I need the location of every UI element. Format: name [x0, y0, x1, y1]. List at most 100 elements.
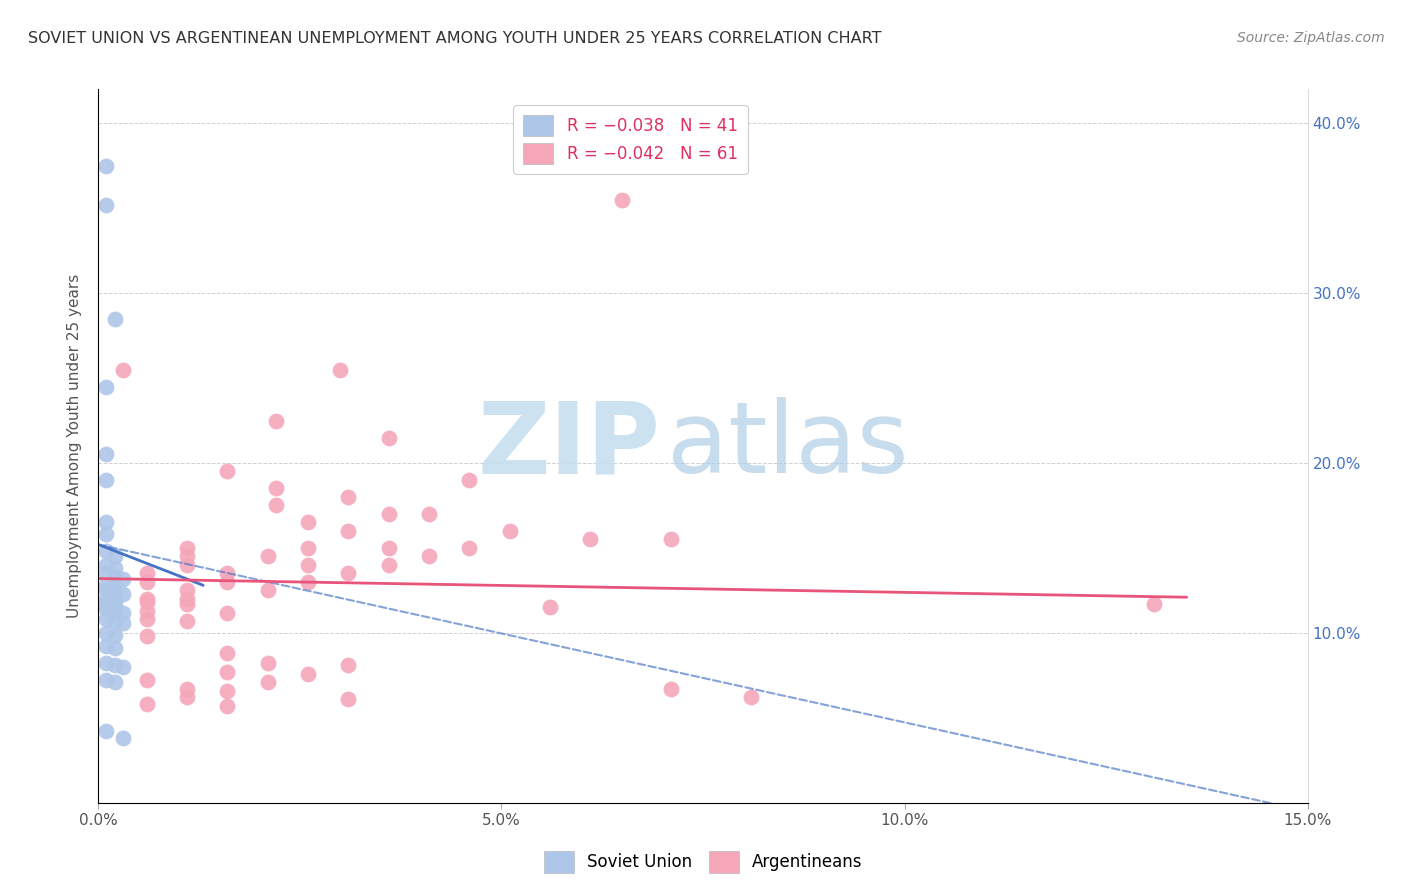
Point: [176, 549, 198, 564]
Point: [217, 574, 239, 589]
Point: [176, 591, 198, 606]
Point: [264, 499, 287, 513]
Point: [337, 566, 360, 581]
Text: Source: ZipAtlas.com: Source: ZipAtlas.com: [1237, 31, 1385, 45]
Point: [377, 558, 399, 572]
Legend: R = −0.038   N = 41, R = −0.042   N = 61: R = −0.038 N = 41, R = −0.042 N = 61: [513, 104, 748, 174]
Point: [217, 665, 239, 679]
Point: [96, 527, 118, 541]
Point: [264, 413, 287, 427]
Point: [103, 549, 125, 564]
Text: SOVIET UNION VS ARGENTINEAN UNEMPLOYMENT AMONG YOUTH UNDER 25 YEARS CORRELATION : SOVIET UNION VS ARGENTINEAN UNEMPLOYMENT…: [28, 31, 882, 46]
Point: [217, 465, 239, 479]
Point: [103, 585, 125, 599]
Point: [96, 159, 118, 173]
Point: [659, 533, 682, 547]
Point: [337, 490, 360, 504]
Point: [135, 673, 157, 688]
Point: [96, 583, 118, 598]
Point: [96, 673, 118, 688]
Point: [337, 692, 360, 706]
Point: [418, 507, 440, 521]
Point: [111, 615, 134, 630]
Point: [96, 602, 118, 616]
Point: [217, 646, 239, 660]
Point: [96, 198, 118, 212]
Point: [377, 541, 399, 555]
Point: [256, 675, 278, 690]
Point: [96, 612, 118, 626]
Y-axis label: Unemployment Among Youth under 25 years: Unemployment Among Youth under 25 years: [67, 274, 83, 618]
Point: [96, 578, 118, 592]
Point: [256, 657, 278, 671]
Point: [103, 614, 125, 628]
Point: [297, 541, 319, 555]
Point: [377, 430, 399, 444]
Point: [329, 362, 352, 376]
Point: [96, 558, 118, 572]
Point: [264, 482, 287, 496]
Point: [612, 193, 634, 207]
Point: [135, 629, 157, 643]
Point: [297, 574, 319, 589]
Point: [111, 731, 134, 746]
Point: [176, 583, 198, 598]
Point: [176, 541, 198, 555]
Point: [538, 600, 561, 615]
Point: [96, 379, 118, 393]
Point: [458, 541, 481, 555]
Point: [135, 604, 157, 618]
Legend: Soviet Union, Argentineans: Soviet Union, Argentineans: [537, 845, 869, 880]
Point: [176, 558, 198, 572]
Point: [96, 516, 118, 530]
Point: [96, 566, 118, 581]
Point: [418, 549, 440, 564]
Point: [135, 595, 157, 609]
Point: [96, 657, 118, 671]
Point: [96, 724, 118, 739]
Point: [458, 473, 481, 487]
Point: [337, 524, 360, 538]
Point: [111, 572, 134, 586]
Point: [96, 626, 118, 640]
Point: [135, 591, 157, 606]
Point: [135, 574, 157, 589]
Point: [111, 587, 134, 601]
Point: [135, 566, 157, 581]
Point: [96, 591, 118, 606]
Point: [111, 660, 134, 674]
Point: [103, 675, 125, 690]
Point: [111, 606, 134, 620]
Point: [176, 614, 198, 628]
Point: [1143, 597, 1166, 611]
Point: [103, 658, 125, 673]
Text: ZIP: ZIP: [478, 398, 661, 494]
Point: [217, 698, 239, 713]
Point: [103, 599, 125, 613]
Point: [579, 533, 602, 547]
Point: [659, 681, 682, 696]
Point: [297, 666, 319, 681]
Point: [297, 516, 319, 530]
Point: [96, 597, 118, 611]
Point: [111, 362, 134, 376]
Point: [498, 524, 520, 538]
Point: [176, 681, 198, 696]
Point: [176, 597, 198, 611]
Point: [103, 604, 125, 618]
Point: [103, 311, 125, 326]
Point: [103, 580, 125, 594]
Point: [297, 558, 319, 572]
Point: [217, 566, 239, 581]
Point: [96, 448, 118, 462]
Point: [377, 507, 399, 521]
Point: [217, 683, 239, 698]
Point: [96, 640, 118, 654]
Point: [96, 544, 118, 558]
Point: [256, 549, 278, 564]
Point: [103, 570, 125, 584]
Point: [103, 593, 125, 607]
Point: [135, 698, 157, 712]
Point: [103, 627, 125, 641]
Point: [103, 641, 125, 656]
